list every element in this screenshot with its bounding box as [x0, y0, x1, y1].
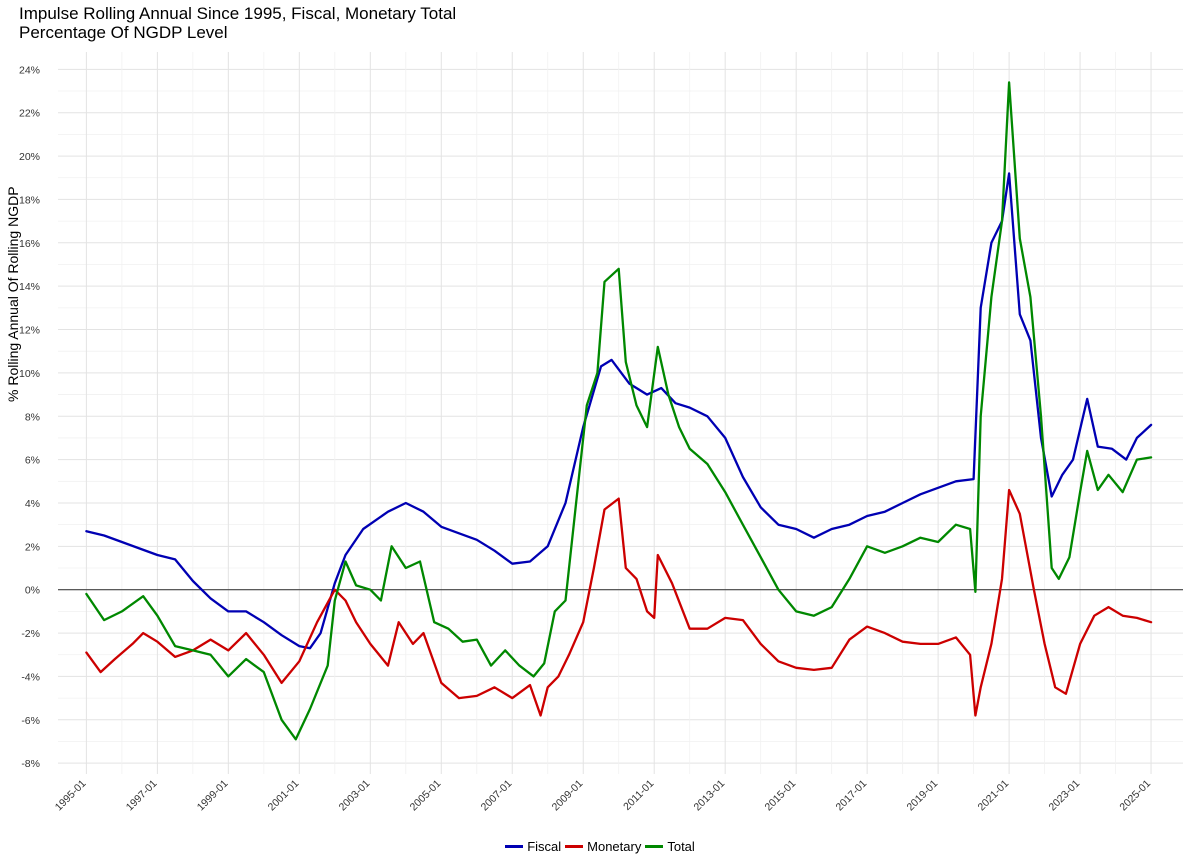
y-tick-label: 16% [19, 238, 40, 250]
x-tick-label: 2011-01 [621, 778, 656, 813]
grid-lines [58, 52, 1183, 774]
x-tick-label: 2003-01 [337, 778, 373, 814]
y-tick-label: 18% [19, 194, 40, 206]
x-tick-label: 1999-01 [195, 778, 231, 814]
y-tick-label: 10% [19, 368, 40, 380]
y-axis-ticks: -8% -6% -4% -2% 0% 2% 4% 6% 8% 10% 12% 14% 16% 18% 20%… [19, 64, 40, 770]
series-line-monetary [85, 488, 1153, 717]
chart-title: Impulse Rolling Annual Since 1995, Fisca… [19, 4, 456, 42]
legend-swatch [565, 845, 584, 848]
y-tick-label: 24% [19, 64, 40, 76]
series-line-fiscal [85, 172, 1153, 650]
x-tick-label: 2001-01 [266, 778, 302, 814]
y-tick-label: -8% [21, 758, 40, 770]
legend-swatch [645, 845, 664, 848]
x-tick-label: 2017-01 [834, 778, 870, 814]
legend-item-total: Total [645, 839, 695, 854]
x-tick-label: 2019-01 [905, 778, 941, 814]
y-tick-label: 12% [19, 325, 40, 337]
y-tick-label: 6% [25, 455, 40, 467]
x-tick-label: 2013-01 [692, 778, 728, 814]
x-tick-label: 1995-01 [53, 778, 89, 814]
x-tick-label: 2009-01 [550, 778, 586, 814]
x-tick-label: 2015-01 [763, 778, 799, 814]
y-tick-label: -4% [21, 671, 40, 683]
y-tick-label: 14% [19, 281, 40, 293]
x-tick-label: 2025-01 [1117, 778, 1153, 814]
legend-label: Total [667, 839, 695, 854]
y-tick-label: 0% [25, 585, 40, 597]
chart-title-line1: Impulse Rolling Annual Since 1995, Fisca… [19, 4, 457, 23]
legend-swatch [505, 845, 524, 848]
y-tick-label: -6% [21, 715, 40, 727]
y-tick-label: 20% [19, 151, 40, 163]
series-lines [85, 81, 1153, 741]
x-tick-label: 2005-01 [408, 778, 444, 814]
y-tick-label: 4% [25, 498, 40, 510]
chart-legend: Fiscal Monetary Total [0, 836, 1200, 854]
series-line-total [85, 81, 1153, 741]
y-tick-label: 2% [25, 541, 40, 553]
x-tick-label: 1997-01 [124, 778, 160, 814]
chart-title-line2: Percentage Of NGDP Level [19, 23, 228, 42]
legend-item-fiscal: Fiscal [505, 839, 561, 854]
x-tick-label: 2021-01 [975, 778, 1011, 814]
x-axis-ticks: 1995-01 1997-01 1999-01 2001-01 2003-01 2005-… [53, 778, 1154, 814]
y-tick-label: 8% [25, 411, 40, 423]
legend-label: Fiscal [527, 839, 562, 854]
legend-item-monetary: Monetary [565, 839, 641, 854]
y-tick-label: 22% [19, 108, 40, 120]
y-tick-label: -2% [21, 628, 40, 640]
legend-label: Monetary [587, 839, 642, 854]
x-tick-label: 2023-01 [1046, 778, 1082, 814]
x-tick-label: 2007-01 [479, 778, 515, 814]
